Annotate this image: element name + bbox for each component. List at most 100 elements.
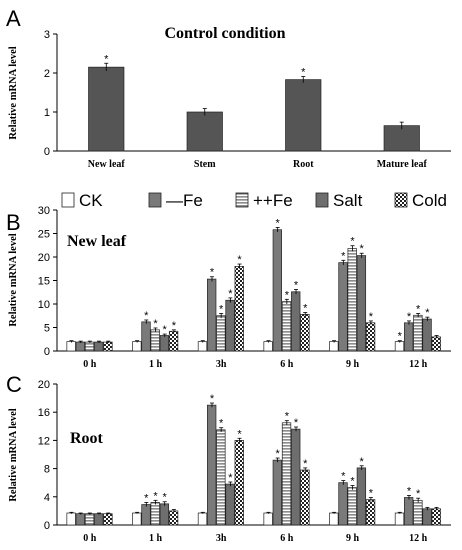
- bar: [132, 341, 142, 352]
- x-tick-label: 9 h: [346, 533, 360, 544]
- bar: [141, 504, 151, 526]
- bar: [141, 321, 151, 352]
- bar: [329, 512, 339, 526]
- legend-swatch: [394, 192, 408, 208]
- significance-star: *: [172, 320, 177, 332]
- y-tick-label: 10: [38, 299, 50, 311]
- significance-star: *: [350, 236, 355, 248]
- significance-star: *: [210, 393, 215, 405]
- bar: [75, 513, 85, 526]
- significance-star: *: [285, 411, 290, 423]
- bar: [291, 428, 301, 526]
- bar: [66, 512, 76, 526]
- bar: [84, 341, 95, 352]
- significance-star: *: [144, 492, 149, 504]
- significance-star: *: [228, 472, 233, 484]
- significance-star: *: [285, 289, 290, 301]
- legend-label: —Fe: [166, 191, 203, 210]
- significance-star: *: [104, 53, 109, 65]
- significance-star: *: [350, 476, 355, 488]
- x-tick-label: Stem: [194, 159, 216, 170]
- bar: [88, 66, 125, 152]
- bar: [394, 341, 405, 352]
- y-tick-label: 12: [38, 435, 50, 447]
- bar: [168, 510, 179, 526]
- bar: [422, 508, 432, 526]
- bar: [422, 318, 432, 352]
- y-tick-label: 5: [44, 323, 50, 335]
- bar: [394, 512, 405, 526]
- x-tick-label: New leaf: [88, 159, 126, 170]
- y-tick-label: 20: [38, 379, 50, 391]
- y-tick-label: 20: [38, 252, 50, 264]
- significance-star: *: [369, 488, 374, 500]
- bar: [216, 315, 226, 352]
- bar: [281, 422, 292, 526]
- bar: [431, 508, 441, 526]
- bar: [413, 314, 423, 352]
- y-axis-label: Relative mRNA level: [8, 46, 19, 139]
- bar: [272, 229, 282, 352]
- significance-star: *: [219, 303, 224, 315]
- legend-swatch: [148, 192, 162, 208]
- chart-title: Control condition: [164, 25, 285, 42]
- significance-star: *: [425, 307, 430, 319]
- y-tick-label: 30: [38, 205, 50, 217]
- bar: [84, 513, 95, 526]
- significance-star: *: [369, 311, 374, 323]
- significance-star: *: [301, 67, 306, 79]
- chart-title: New leaf: [67, 233, 127, 250]
- x-tick-label: 12 h: [409, 533, 428, 544]
- bar: [94, 341, 104, 352]
- y-tick-label: 4: [44, 492, 50, 504]
- bar: [263, 341, 273, 352]
- bar: [300, 313, 310, 352]
- x-tick-label: Root: [293, 159, 314, 170]
- legend-swatch: [61, 192, 75, 208]
- x-tick-label: 12 h: [409, 359, 428, 370]
- significance-star: *: [294, 279, 299, 291]
- bar: [150, 502, 160, 526]
- bar: [132, 512, 142, 526]
- bar: [431, 336, 441, 352]
- bar: [66, 341, 76, 352]
- bar: [281, 301, 292, 352]
- bar: [300, 469, 310, 526]
- y-tick-label: 0: [44, 146, 50, 158]
- bar: [207, 404, 217, 526]
- significance-star: *: [303, 302, 308, 314]
- bar: [356, 467, 367, 526]
- y-tick-label: 8: [44, 464, 50, 476]
- bar: [404, 497, 414, 526]
- x-tick-label: 3h: [216, 533, 227, 544]
- bar: [197, 512, 208, 526]
- y-tick-label: 25: [38, 229, 50, 241]
- bar: [225, 299, 235, 352]
- bar: [404, 322, 414, 352]
- y-tick-label: 0: [44, 346, 50, 358]
- significance-star: *: [144, 310, 149, 322]
- bar: [338, 482, 348, 526]
- bar: [159, 503, 170, 526]
- bar: [365, 499, 376, 526]
- bar: [150, 329, 160, 352]
- bar: [103, 341, 113, 352]
- panel-label: A: [6, 6, 21, 31]
- bar: [263, 512, 273, 526]
- significance-star: *: [303, 458, 308, 470]
- bar: [216, 429, 226, 526]
- significance-star: *: [163, 324, 168, 336]
- bar: [197, 341, 208, 352]
- bar: [234, 266, 244, 352]
- x-tick-label: 3h: [216, 359, 227, 370]
- bar: [329, 341, 339, 352]
- x-tick-label: 6 h: [280, 533, 294, 544]
- bar: [383, 125, 420, 152]
- y-axis-label: Relative mRNA level: [8, 233, 19, 326]
- y-tick-label: 15: [38, 276, 50, 288]
- significance-star: *: [237, 254, 242, 266]
- bar: [272, 459, 282, 526]
- significance-star: *: [407, 311, 412, 323]
- legend-label: Salt: [333, 191, 363, 210]
